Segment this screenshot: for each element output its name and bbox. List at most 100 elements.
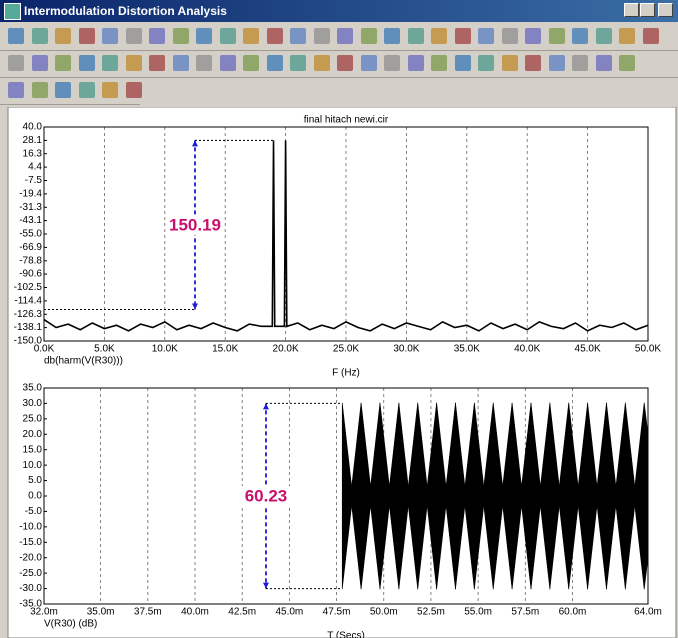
toolbar-button[interactable] [360,28,377,44]
toolbar-button[interactable] [619,28,635,44]
x-tick-label: 5.0K [94,344,115,355]
toolbar-button[interactable] [266,28,283,44]
x-tick-label: 25.0K [333,344,359,355]
toolbar-button[interactable] [360,55,377,71]
y-tick-label: 4.4 [28,162,42,173]
y-tick-label: -43.1 [19,215,42,226]
toolbar-button[interactable] [501,28,518,44]
toolbar-button[interactable] [454,28,471,44]
y-tick-label: 20.0 [23,429,43,440]
toolbar-button[interactable] [595,28,612,44]
close-button[interactable] [658,3,673,17]
toolbar-button[interactable] [219,55,236,71]
toolbar-button[interactable] [31,55,48,71]
x-tick-label: 40.0K [514,344,540,355]
toolbar-button[interactable] [337,55,353,71]
toolbar-button[interactable] [431,55,447,71]
toolbar-button[interactable] [384,28,400,44]
x-tick-label: 40.0m [181,607,209,618]
toolbar-button[interactable] [149,55,165,71]
toolbar-button[interactable] [384,55,400,71]
x-tick-label: 57.5m [511,607,539,618]
toolbar-button[interactable] [431,28,447,44]
toolbar-button[interactable] [290,55,306,71]
toolbar-button[interactable] [642,28,659,44]
x-tick-label: 35.0m [87,607,115,618]
toolbar-button[interactable] [407,55,424,71]
y-tick-label: 16.3 [23,148,43,159]
toolbar-button[interactable] [55,55,71,71]
x-tick-label: 60.0m [559,607,587,618]
toolbar-button[interactable] [407,28,424,44]
toolbar-button[interactable] [525,28,541,44]
toolbar-button[interactable] [572,55,588,71]
y-tick-label: -30.0 [19,583,42,594]
toolbar-button[interactable] [572,28,588,44]
x-tick-label: 35.0K [454,344,480,355]
y-tick-label: 15.0 [23,444,43,455]
toolbar-button[interactable] [31,28,48,44]
toolbar-button[interactable] [125,82,142,98]
toolbar-button[interactable] [8,55,24,71]
toolbar-button[interactable] [31,82,48,98]
spectrum-line [43,140,649,332]
toolbar-button[interactable] [501,55,518,71]
y-tick-label: -90.6 [19,269,42,280]
toolbar-button[interactable] [78,82,95,98]
toolbar-button[interactable] [548,55,565,71]
y-axis-label: db(harm(V(R30))) [44,356,123,367]
toolbar-button[interactable] [125,55,142,71]
toolbar-button[interactable] [548,28,565,44]
y-tick-label: 10.0 [23,460,43,471]
toolbar-button[interactable] [219,28,236,44]
toolbar-button[interactable] [102,28,118,44]
toolbar-button[interactable] [8,82,24,98]
toolbar-button[interactable] [313,55,330,71]
toolbar-button[interactable] [478,55,494,71]
toolbar-button[interactable] [102,55,118,71]
toolbar-button[interactable] [196,28,212,44]
plot-frame [43,126,649,342]
toolbar-button[interactable] [125,28,142,44]
x-tick-label: 64.0m [634,607,662,618]
y-tick-label: -5.0 [25,506,43,517]
toolbar-button[interactable] [313,28,330,44]
toolbar-button[interactable] [149,28,165,44]
toolbar-button[interactable] [290,28,306,44]
toolbar-button[interactable] [266,55,283,71]
toolbar-button[interactable] [102,82,118,98]
maximize-button[interactable] [640,3,655,17]
toolbar-button[interactable] [525,55,541,71]
y-tick-label: 0.0 [28,491,42,502]
y-tick-label: -126.3 [14,309,43,320]
x-tick-label: 52.5m [417,607,445,618]
toolbar-button[interactable] [243,28,259,44]
toolbar-button[interactable] [478,28,494,44]
toolbar-button[interactable] [55,28,71,44]
x-tick-label: 15.0K [212,344,238,355]
y-tick-label: 25.0 [23,413,43,424]
y-tick-label: -55.0 [19,229,42,240]
toolbar-button[interactable] [595,55,612,71]
y-tick-label: 40.0 [23,122,43,133]
toolbar-button[interactable] [78,55,95,71]
toolbar [0,24,678,51]
toolbar-button[interactable] [172,55,189,71]
toolbar-button[interactable] [243,55,259,71]
x-tick-label: 10.0K [152,344,178,355]
toolbar-button[interactable] [78,28,95,44]
toolbar-button[interactable] [172,28,189,44]
toolbar-button[interactable] [196,55,212,71]
y-tick-label: 30.0 [23,398,43,409]
x-axis-label: F (Hz) [332,368,360,379]
toolbar-button[interactable] [8,28,24,44]
marker-arrow [262,403,269,410]
marker-label: 150.19 [169,215,221,234]
minimize-button[interactable] [624,3,639,17]
toolbar-button[interactable] [454,55,471,71]
toolbar-button[interactable] [619,55,635,71]
toolbar-button[interactable] [55,82,71,98]
waveform-segment [643,402,649,590]
toolbar-button[interactable] [337,28,353,44]
